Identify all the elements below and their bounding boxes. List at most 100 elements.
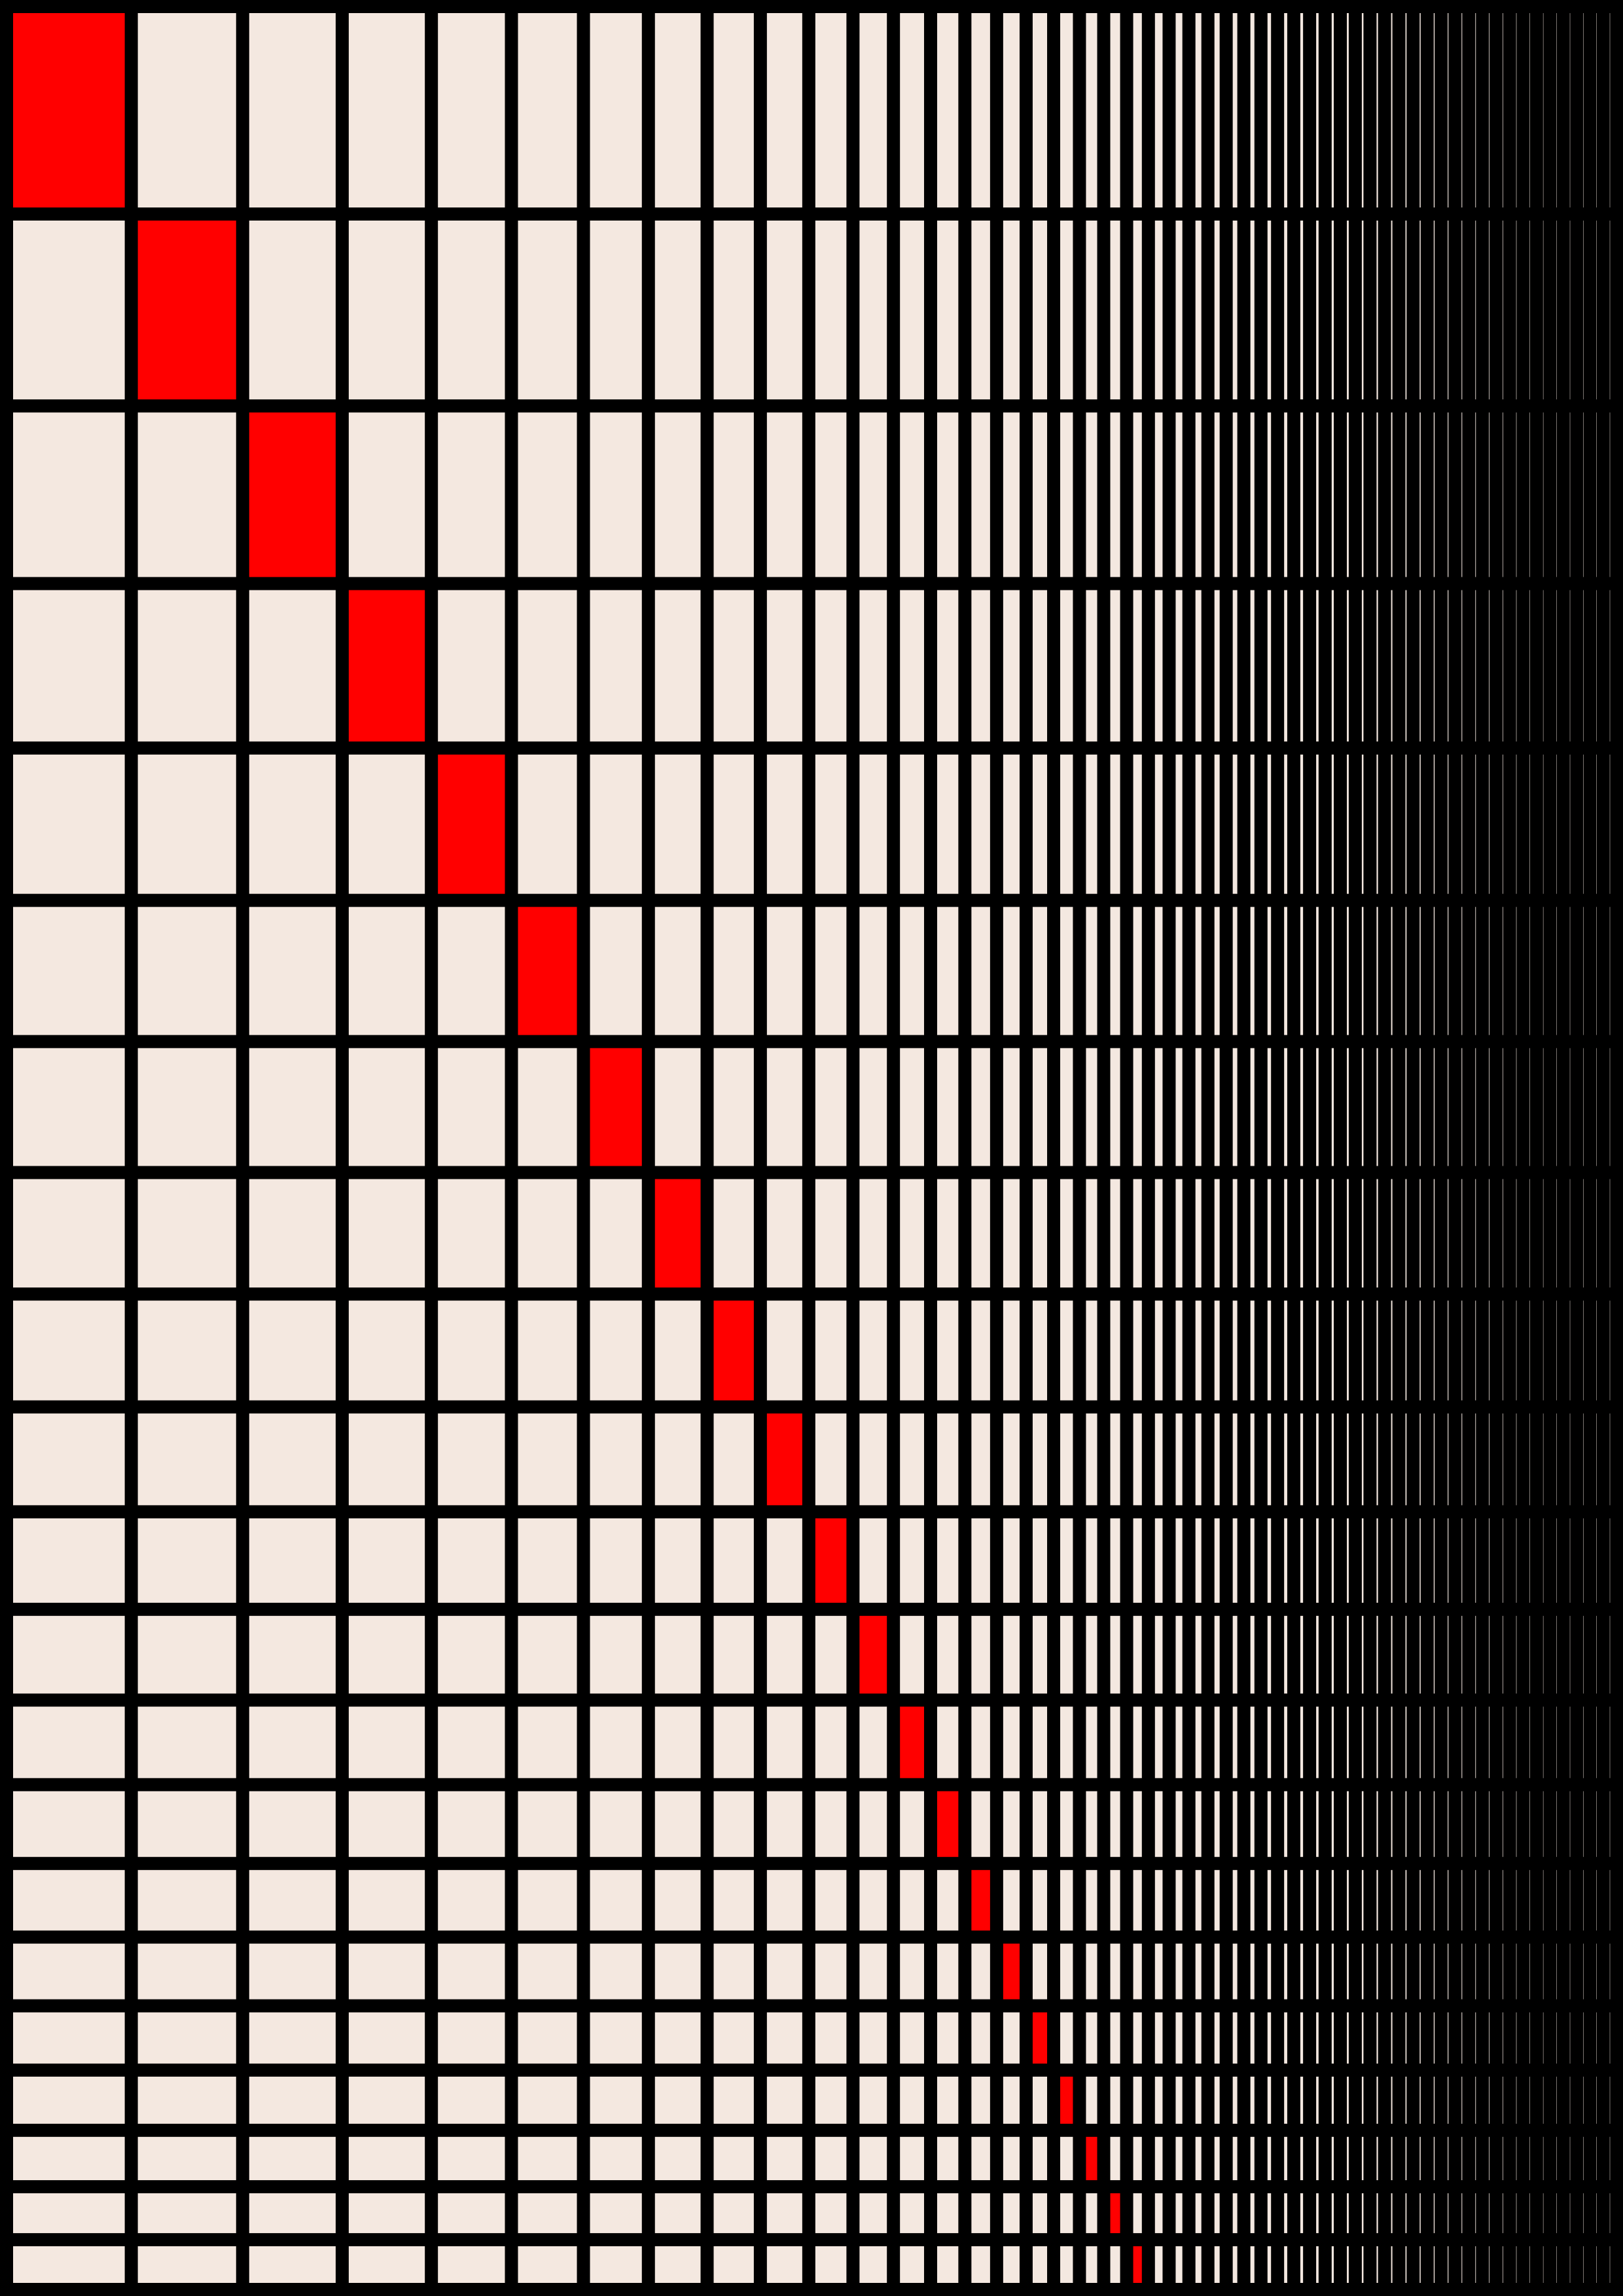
grid-cell: [1543, 1413, 1544, 1505]
grid-cell: [1195, 13, 1202, 207]
grid-cell: [438, 1706, 505, 1778]
grid-cell: [1175, 221, 1183, 400]
grid-cell: [654, 1048, 701, 1166]
grid-cell: [1300, 1048, 1304, 1166]
grid-cell: [1175, 2136, 1183, 2181]
grid-cell: [1405, 2193, 1407, 2233]
grid-cell: [1032, 1413, 1048, 1505]
grid-cell: [1232, 1870, 1238, 1931]
grid-cell: [137, 1179, 236, 1288]
grid-cell: [1391, 412, 1393, 577]
grid-cell: [1433, 1518, 1435, 1603]
grid-cell: [815, 1615, 847, 1694]
grid-cell: [438, 2012, 505, 2064]
grid-cell: [137, 906, 236, 1035]
grid-cell: [1267, 1048, 1272, 1166]
grid-cell: [249, 590, 336, 742]
grid-cell: [1060, 906, 1073, 1035]
grid-cell: [1086, 1706, 1097, 1778]
grid-cell: [1214, 1870, 1220, 1931]
grid-cell: [900, 1518, 924, 1603]
grid-cell: [1086, 412, 1097, 577]
grid-cell: [936, 1179, 959, 1288]
grid-cell: [1543, 221, 1544, 400]
grid-cell: [137, 1300, 236, 1401]
grid-cell: [1419, 2246, 1421, 2283]
grid-cell: [713, 906, 754, 1035]
grid-cell: [1331, 754, 1334, 894]
grid-cell: [859, 1791, 887, 1857]
grid-cell: [1405, 2246, 1407, 2283]
grid-cell: [1583, 1518, 1584, 1603]
grid-cell: [1195, 2193, 1202, 2233]
grid-cell: [13, 2012, 125, 2064]
grid-cell: [1583, 412, 1584, 577]
grid-cell: [1214, 754, 1220, 894]
grid-cell: [654, 412, 701, 577]
grid-cell: [1316, 1870, 1319, 1931]
grid-cell: [1361, 1048, 1364, 1166]
grid-cell: [1347, 1413, 1349, 1505]
grid-cell: [1032, 412, 1048, 577]
grid-cell: [1391, 2246, 1393, 2283]
grid-cell: [815, 2012, 847, 2064]
grid-cell: [1284, 1706, 1287, 1778]
grid-cell: [1543, 590, 1544, 742]
grid-cell: [1316, 2012, 1319, 2064]
grid-cell: [1569, 1048, 1571, 1166]
grid-cell: [1154, 1179, 1163, 1288]
grid-cell: [1250, 906, 1255, 1035]
grid-cell: [1331, 1179, 1334, 1288]
grid-cell: [13, 412, 125, 577]
grid-cell: [1347, 1870, 1349, 1931]
grid-cell: [1060, 2193, 1073, 2233]
grid-cell: [1267, 1870, 1272, 1931]
grid-cell: [1195, 906, 1202, 1035]
grid-cell: [1300, 1615, 1304, 1694]
grid-cell: [1361, 1179, 1364, 1288]
grid-cell: [1361, 906, 1364, 1035]
grid-cell: [1086, 754, 1097, 894]
grid-cell: [1405, 1706, 1407, 1778]
grid-cell: [348, 1413, 425, 1505]
grid-cell: [1284, 1518, 1287, 1603]
grid-cell: [1376, 2246, 1378, 2283]
grid-cell: [1419, 1300, 1421, 1401]
grid-cell: [1214, 2012, 1220, 2064]
grid-cell: [1154, 1706, 1163, 1778]
grid-cell: [654, 1943, 701, 2000]
grid-cell: [859, 13, 887, 207]
grid-cell: [1569, 1706, 1571, 1778]
grid-cell: [1133, 2193, 1142, 2233]
grid-cell: [137, 1615, 236, 1694]
grid-cell: [1110, 1518, 1120, 1603]
grid-cell: [348, 2076, 425, 2124]
grid-cell: [936, 2193, 959, 2233]
grid-cell: [348, 1870, 425, 1931]
grid-cell: [1110, 1413, 1120, 1505]
grid-cell: [1419, 13, 1421, 207]
grid-cell: [936, 2012, 959, 2064]
grid-cell: [1175, 1518, 1183, 1603]
grid-cell: [249, 2012, 336, 2064]
grid-cell: [1361, 2193, 1364, 2233]
grid-cell: [438, 1413, 505, 1505]
grid-cell: [1583, 2136, 1584, 2181]
highlight-cell: [859, 1615, 887, 1694]
grid-cell: [815, 412, 847, 577]
grid-cell: [1060, 2246, 1073, 2283]
grid-cell: [1232, 2246, 1238, 2283]
grid-cell: [1433, 1413, 1435, 1505]
grid-cell: [1376, 13, 1378, 207]
grid-cell: [1433, 13, 1435, 207]
grid-cell: [1609, 2136, 1611, 2181]
grid-cell: [438, 221, 505, 400]
grid-cell: [1556, 906, 1557, 1035]
grid-cell: [1060, 1615, 1073, 1694]
grid-cell: [1154, 2012, 1163, 2064]
grid-cell: [1347, 1300, 1349, 1401]
grid-cell: [1250, 1706, 1255, 1778]
grid-cell: [1300, 1518, 1304, 1603]
grid-cell: [1583, 590, 1584, 742]
grid-cell: [1529, 221, 1530, 400]
